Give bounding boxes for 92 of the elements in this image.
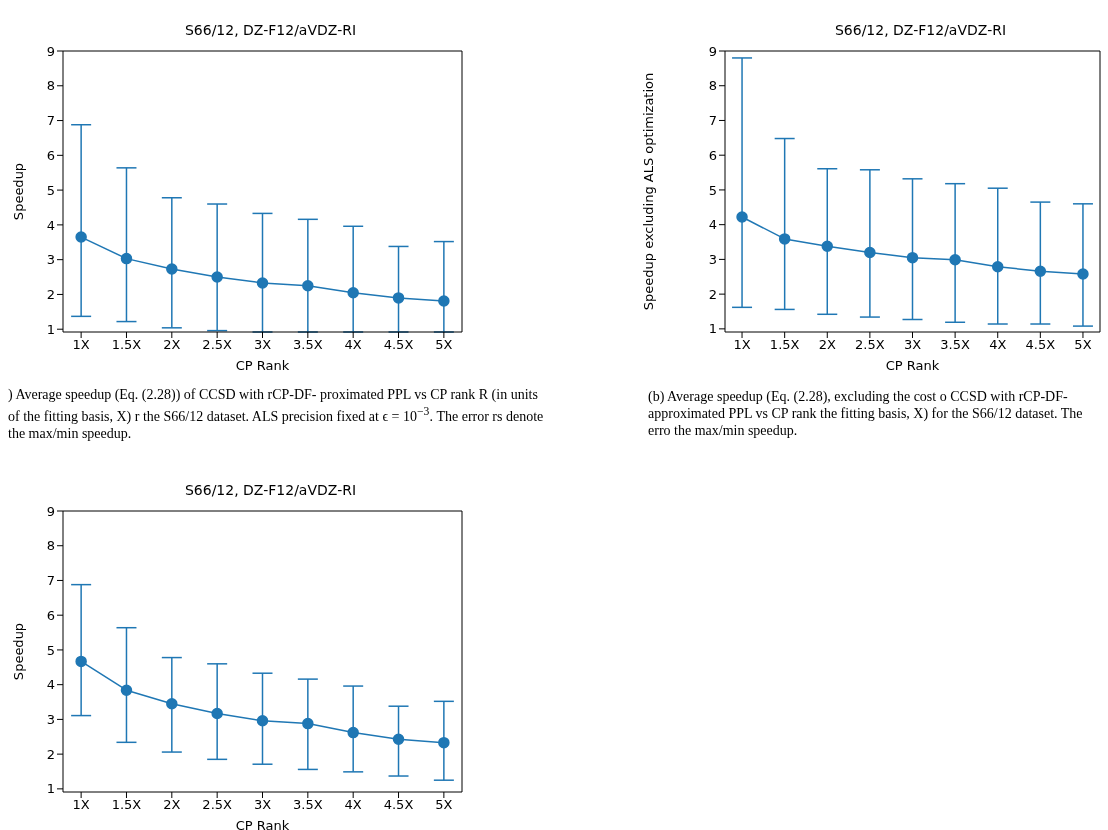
- point: [1034, 265, 1047, 277]
- y-axis-title: Speedup: [10, 622, 26, 681]
- x-tick-label: 3X: [903, 337, 922, 353]
- x-tick-label: 4.5X: [1025, 337, 1056, 353]
- y-tick-label: 6: [708, 147, 717, 163]
- text: ) Average speedup (Eq. (2.28)) of CCSD with rCP-DF- proximated PPL vs CP rank R (in units of the fitting basis, X) r the S66/12 dataset. ALS precision fixed at ϵ = 10$^{−3}$. The error rs denote the max/min speedup.: [8, 387, 544, 441]
- x-tick-label: 5X: [1074, 337, 1092, 353]
- text: (b) Average speedup (Eq. (2.28), excluding the cost o CCSD with rCP-DF-approximated PPL vs CP rank the fitting basis, X) for the S66/12 dataset. The erro the max/min speedup.: [648, 388, 1084, 439]
- y-tick-label: 1: [46, 321, 55, 337]
- point: [392, 733, 405, 745]
- y-tick-label: 2: [46, 746, 55, 762]
- point: [949, 254, 961, 266]
- y-tick-label: 6: [46, 147, 55, 163]
- point: [302, 717, 314, 730]
- y-tick-label: 9: [708, 43, 717, 59]
- x-tick-label: 4X: [344, 337, 362, 353]
- x-tick-label: 3X: [253, 797, 272, 813]
- point: [75, 655, 87, 668]
- point: [120, 252, 133, 265]
- x-tick-label: 2.5X: [202, 337, 233, 353]
- x-tick-label: 5X: [435, 797, 453, 813]
- x-tick-label: 4.5X: [383, 337, 414, 353]
- y-tick-label: 7: [708, 113, 717, 129]
- x-tick-label: 4X: [344, 797, 362, 813]
- x-axis-title: CP Rank: [235, 818, 290, 830]
- y-tick-label: 3: [46, 252, 55, 268]
- point: [438, 295, 450, 307]
- point: [211, 271, 223, 283]
- chart-title: S66/12, DZ-F12/aVDZ-RI: [833, 22, 1008, 40]
- y-tick-label: 2: [46, 287, 55, 303]
- point: [392, 292, 405, 304]
- x-tick-label: 1.5X: [111, 797, 142, 813]
- y-tick-label: 4: [46, 677, 55, 693]
- point: [347, 286, 359, 299]
- y-axis-title: Speedup excluding ALS optimization: [640, 72, 656, 311]
- x-axis-title: CP Rank: [885, 358, 940, 373]
- point: [166, 263, 178, 275]
- y-tick-label: 5: [46, 182, 55, 198]
- point: [906, 251, 919, 264]
- x-tick-label: 1.5X: [111, 337, 142, 353]
- point: [166, 698, 178, 710]
- x-tick-label: 5X: [435, 337, 453, 353]
- x-tick-label: 2X: [163, 337, 181, 353]
- point: [347, 726, 359, 739]
- point: [256, 277, 269, 289]
- y-tick-label: 4: [46, 217, 55, 233]
- y-tick-label: 8: [708, 78, 717, 94]
- point: [864, 246, 876, 259]
- chart-title: S66/12, DZ-F12/aVDZ-RI: [183, 482, 358, 500]
- x-tick-label: 1X: [72, 337, 90, 353]
- y-tick-label: 5: [708, 182, 717, 198]
- y-tick-label: 3: [46, 712, 55, 728]
- y-axis-title: Speedup: [10, 162, 26, 221]
- point: [256, 715, 269, 727]
- x-tick-label: 3.5X: [940, 337, 970, 353]
- x-axis-title: CP Rank: [235, 358, 290, 373]
- x-tick-label: 2.5X: [202, 797, 233, 813]
- x-tick-label: 1X: [733, 337, 751, 353]
- point: [211, 707, 223, 720]
- y-tick-label: 6: [46, 607, 55, 623]
- point: [991, 260, 1004, 273]
- x-tick-label: 2.5X: [855, 337, 885, 353]
- y-tick-label: 7: [46, 573, 55, 589]
- y-tick-label: 9: [46, 43, 55, 59]
- x-tick-label: 2X: [818, 337, 836, 353]
- chart-title: S66/12, DZ-F12/aVDZ-RI: [183, 22, 358, 40]
- y-tick-label: 1: [708, 321, 717, 337]
- y-tick-label: 7: [46, 113, 55, 129]
- y-tick-label: 9: [46, 503, 55, 519]
- x-tick-label: 2X: [163, 797, 181, 813]
- x-tick-label: 3.5X: [293, 797, 323, 813]
- x-tick-label: 1.5X: [769, 337, 800, 353]
- x-tick-label: 3X: [253, 337, 272, 353]
- y-tick-label: 3: [708, 252, 717, 268]
- x-tick-label: 3.5X: [293, 337, 323, 353]
- y-tick-label: 5: [46, 642, 55, 658]
- point: [438, 736, 450, 749]
- y-tick-label: 4: [708, 217, 717, 233]
- x-tick-label: 1X: [72, 797, 90, 813]
- point: [120, 684, 133, 696]
- y-tick-label: 8: [46, 78, 55, 94]
- point: [736, 211, 748, 223]
- point: [75, 231, 87, 243]
- y-tick-label: 1: [46, 781, 55, 797]
- y-tick-label: 8: [46, 538, 55, 554]
- x-tick-label: 4X: [989, 337, 1007, 353]
- x-tick-label: 4.5X: [383, 797, 414, 813]
- point: [821, 240, 834, 252]
- point: [778, 233, 791, 245]
- point: [1077, 268, 1089, 280]
- y-tick-label: 2: [708, 286, 717, 302]
- point: [302, 280, 314, 292]
